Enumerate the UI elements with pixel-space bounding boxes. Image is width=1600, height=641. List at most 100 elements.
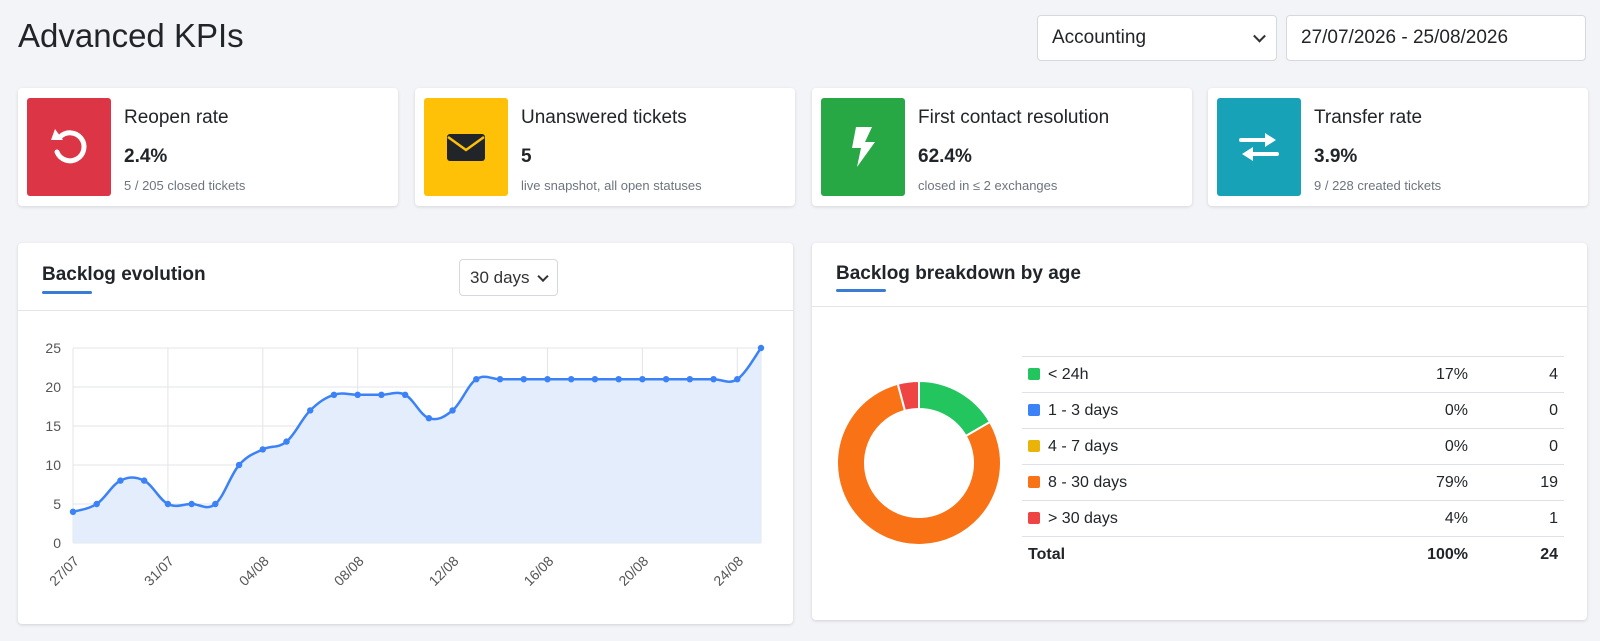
transfer-icon — [1239, 133, 1279, 161]
y-tick-label: 20 — [45, 379, 61, 395]
envelope-icon — [447, 134, 485, 161]
data-point — [568, 376, 575, 383]
table-row: 4 - 7 days 0% 0 — [1022, 428, 1564, 465]
row-label-cell: < 24h — [1022, 356, 1329, 393]
table-row: 1 - 3 days 0% 0 — [1022, 392, 1564, 429]
kpi-value: 3.9% — [1314, 146, 1358, 167]
department-select[interactable]: Accounting — [1037, 15, 1277, 61]
table-total-row: Total 100% 24 — [1022, 536, 1564, 573]
kpi-icon-box — [1217, 98, 1301, 196]
kpi-title: Unanswered tickets — [521, 107, 687, 128]
backlog-area-fill — [73, 348, 761, 543]
panel-header: Backlog breakdown by age — [812, 243, 1587, 307]
data-point — [496, 376, 504, 383]
row-count: 1 — [1474, 500, 1564, 537]
data-point — [212, 500, 219, 508]
row-percent: 17% — [1328, 356, 1474, 393]
row-count: 0 — [1474, 428, 1564, 465]
legend-swatch — [1028, 367, 1040, 380]
x-tick-label: 27/07 — [46, 553, 82, 589]
row-label: 1 - 3 days — [1048, 401, 1119, 419]
data-point — [544, 376, 551, 383]
kpi-subtext: live snapshot, all open statuses — [521, 178, 702, 193]
breakdown-table: < 24h 17% 4 1 - 3 days 0% 0 4 - 7 days 0… — [1022, 356, 1564, 573]
kpi-card-first-contact-resolution: First contact resolution 62.4% closed in… — [812, 88, 1192, 206]
data-point — [757, 344, 765, 352]
data-point — [639, 376, 646, 383]
data-point — [307, 407, 314, 414]
data-point — [140, 477, 148, 484]
data-point — [188, 500, 195, 508]
kpi-subtext: 9 / 228 created tickets — [1314, 178, 1442, 193]
data-point — [259, 446, 266, 453]
kpi-value: 2.4% — [124, 146, 168, 167]
row-label-cell: 8 - 30 days — [1022, 464, 1329, 501]
kpi-title: Transfer rate — [1314, 107, 1423, 128]
data-point — [330, 391, 338, 398]
kpi-value: 62.4% — [918, 146, 972, 167]
department-select-value: Accounting — [1052, 27, 1147, 48]
row-percent: 4% — [1328, 500, 1474, 537]
data-point — [283, 438, 290, 445]
table-row: > 30 days 4% 1 — [1022, 500, 1564, 537]
chevron-down-icon — [537, 270, 549, 282]
donut-slice — [836, 382, 1002, 546]
table-row: 8 - 30 days 79% 19 — [1022, 464, 1564, 501]
title-underline — [42, 291, 92, 294]
data-point — [615, 376, 622, 383]
kpi-icon-box — [821, 98, 905, 196]
kpi-icon-box — [424, 98, 508, 196]
data-point — [734, 376, 741, 383]
y-tick-label: 5 — [53, 496, 61, 512]
x-tick-label: 12/08 — [426, 553, 462, 589]
row-percent: 0% — [1328, 392, 1474, 429]
donut-slice — [896, 379, 920, 413]
panel-header: Backlog evolution 30 days — [18, 243, 793, 311]
data-point — [449, 407, 456, 414]
legend-swatch — [1028, 439, 1040, 452]
data-point — [235, 461, 243, 469]
kpi-title: First contact resolution — [918, 107, 1110, 128]
data-point — [520, 376, 527, 383]
row-label: > 30 days — [1048, 509, 1118, 527]
panel-title: Backlog evolution — [42, 264, 206, 285]
backlog-age-donut-chart — [836, 379, 1002, 546]
chevron-down-icon — [1253, 29, 1266, 43]
kpi-title: Reopen rate — [124, 107, 229, 128]
row-count: 19 — [1474, 464, 1564, 501]
y-tick-label: 25 — [45, 340, 61, 356]
range-select-value: 30 days — [470, 267, 530, 287]
row-percent: 79% — [1328, 464, 1474, 501]
data-point — [710, 376, 717, 383]
y-tick-label: 15 — [45, 418, 61, 434]
kpi-card-reopen-rate: Reopen rate 2.4% 5 / 205 closed tickets — [18, 88, 398, 206]
total-label: Total — [1022, 536, 1329, 573]
data-point — [662, 376, 670, 383]
x-tick-label: 16/08 — [520, 553, 556, 589]
data-point — [117, 477, 124, 484]
data-point — [354, 391, 361, 398]
legend-swatch — [1028, 403, 1040, 416]
row-label-cell: > 30 days — [1022, 500, 1329, 537]
total-percent: 100% — [1328, 536, 1474, 573]
data-point — [686, 376, 694, 383]
data-point — [69, 508, 77, 515]
range-select[interactable]: 30 days — [459, 259, 558, 296]
kpi-value: 5 — [521, 146, 532, 167]
data-point — [93, 500, 100, 508]
data-point — [401, 391, 409, 398]
date-range-input[interactable]: 27/07/2026 - 25/08/2026 — [1286, 15, 1586, 61]
date-range-value: 27/07/2026 - 25/08/2026 — [1301, 27, 1509, 48]
kpi-subtext: closed in ≤ 2 exchanges — [918, 178, 1058, 193]
row-label: < 24h — [1048, 365, 1089, 383]
title-underline — [836, 289, 886, 292]
row-percent: 0% — [1328, 428, 1474, 465]
data-point — [378, 391, 385, 398]
x-tick-label: 24/08 — [710, 553, 746, 589]
y-tick-label: 0 — [53, 535, 61, 551]
kpi-subtext: 5 / 205 closed tickets — [124, 178, 246, 193]
table-row: < 24h 17% 4 — [1022, 356, 1564, 393]
x-tick-label: 08/08 — [331, 553, 367, 589]
row-label: 8 - 30 days — [1048, 473, 1128, 491]
reopen-icon — [51, 129, 87, 164]
